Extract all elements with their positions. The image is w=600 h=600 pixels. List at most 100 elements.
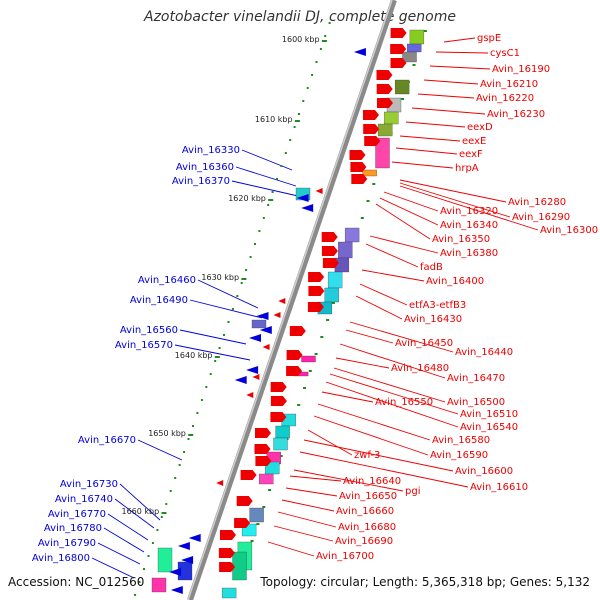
forward-gene-arrow-small (216, 480, 224, 486)
scale-dot (324, 35, 327, 37)
feature-tick (412, 64, 416, 66)
scale-dot (169, 490, 172, 492)
scale-dot (183, 451, 186, 453)
scale-dot (200, 399, 203, 401)
forward-gene-arrow (234, 518, 251, 528)
scale-dot (196, 412, 199, 414)
scale-dot (187, 438, 190, 440)
scale-dot (165, 503, 168, 505)
forward-gene-arrow (363, 110, 379, 120)
feature-tick (320, 336, 324, 338)
gene-label-forward: Avin_16510 (460, 409, 518, 420)
gene-label-forward: Avin_16430 (404, 314, 462, 325)
gene-label-forward: Avin_16500 (447, 397, 505, 408)
gene-label-forward: Avin_16440 (455, 347, 513, 358)
label-connector (399, 135, 461, 142)
genome-backbone-highlight (187, 0, 393, 600)
forward-gene-arrow (363, 124, 380, 134)
scale-tick (321, 40, 327, 42)
gene-label-forward: Avin_16660 (336, 506, 394, 517)
forward-gene-arrow (376, 84, 393, 94)
label-connector (329, 373, 459, 415)
forward-gene-arrow-small (273, 312, 281, 318)
gene-label-forward: Avin_16700 (316, 551, 374, 562)
forward-gene-arrow (220, 530, 236, 540)
gene-label-forward: gspE (477, 33, 501, 44)
scale-label: 1650 kbp (148, 429, 186, 438)
scale-dot (178, 464, 181, 466)
gene-label-forward: fadB (420, 262, 443, 273)
scale-tick (161, 512, 167, 514)
label-connector (277, 511, 337, 528)
scale-dot (315, 61, 318, 63)
gene-label-reverse: Avin_16770 (48, 509, 106, 520)
scale-dot (143, 568, 145, 570)
gene-arrows (169, 28, 407, 594)
forward-gene-arrow (376, 70, 393, 80)
gene-label-reverse: Avin_16330 (182, 145, 240, 156)
feature-tick (423, 30, 427, 32)
scale-tick (241, 278, 247, 280)
scale-dot (227, 321, 230, 323)
gene-label-forward: etfA3-etfB3 (409, 300, 466, 311)
scale-tick (294, 120, 300, 122)
scale-dot (223, 334, 225, 336)
scale-dot (271, 191, 274, 193)
feature-tick (268, 489, 272, 491)
gene-label-reverse: Avin_16730 (60, 479, 118, 490)
label-connector (399, 182, 511, 218)
scale-dot (249, 256, 252, 258)
feature-block (251, 319, 267, 329)
accession-text: Accession: NC_012560 (8, 575, 145, 589)
label-connector (443, 37, 476, 43)
gene-label-forward: zwf-3 (354, 450, 380, 461)
gene-label-forward: eexD (467, 122, 493, 133)
label-connector (189, 299, 263, 319)
scale-tick (188, 434, 194, 436)
label-connector (349, 321, 454, 353)
gene-label-forward: Avin_16230 (487, 109, 545, 120)
label-connector (313, 415, 429, 456)
feature-block (378, 123, 393, 137)
gene-label-reverse: Avin_16780 (44, 523, 102, 534)
gene-label-forward: Avin_16550 (375, 397, 433, 408)
feature-block (151, 577, 167, 593)
gene-label-forward: Avin_16340 (440, 220, 498, 231)
label-connector (383, 191, 439, 212)
reverse-gene-arrow (353, 48, 366, 56)
feature-block (157, 547, 173, 573)
reverse-gene-arrow (301, 204, 314, 212)
label-connector (359, 283, 408, 306)
feature-block (301, 355, 316, 363)
gene-label-forward: Avin_16210 (480, 79, 538, 90)
gene-label-forward: Avin_16350 (432, 234, 490, 245)
feature-block (275, 425, 290, 439)
feature-tick (256, 523, 260, 525)
gene-label-forward: Avin_16540 (460, 422, 518, 433)
scale-tick (214, 356, 220, 358)
scale-dot (209, 373, 212, 375)
label-connector (391, 161, 454, 169)
label-connector (91, 557, 135, 579)
scale-dot (280, 165, 283, 167)
scale-tick (268, 199, 274, 201)
label-connector (303, 439, 454, 472)
scale-label: 1610 kbp (255, 115, 293, 124)
forward-gene-arrow (255, 456, 272, 466)
forward-gene-arrow (321, 246, 338, 256)
forward-gene-arrow-small (262, 344, 270, 350)
gene-label-forward: Avin_16470 (447, 373, 505, 384)
feature-block (362, 169, 377, 177)
label-connector (107, 513, 149, 541)
label-connector (333, 367, 446, 403)
gene-label-forward: Avin_16690 (335, 536, 393, 547)
gene-label-forward: Avin_16380 (440, 248, 498, 259)
scale-dot (319, 48, 322, 50)
feature-tick (262, 506, 266, 508)
scale-dot (147, 555, 150, 557)
label-connector (375, 203, 431, 240)
label-connector (235, 166, 297, 187)
label-connector (411, 107, 486, 115)
gene-label-forward: Avin_16450 (395, 338, 453, 349)
scale-dot (236, 295, 239, 297)
